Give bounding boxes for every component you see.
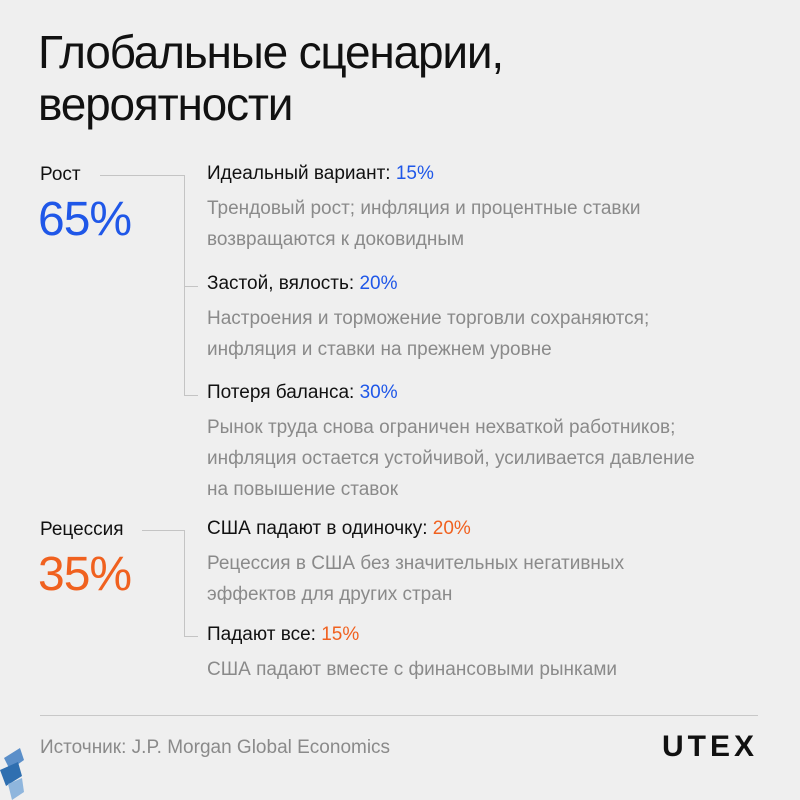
connector-line <box>184 395 198 396</box>
scenario-item: Потеря баланса: 30% Рынок труда снова ог… <box>207 380 767 505</box>
scenario-heading: США падают в одиночку: 20% <box>207 516 767 542</box>
scenario-probability: 15% <box>321 624 360 645</box>
scenario-description: США падают вместе с финансовыми рынками <box>207 654 767 685</box>
description-line: инфляция остается устойчивой, усиливаетс… <box>207 448 695 469</box>
scenario-probability: 20% <box>432 518 471 539</box>
scenario-heading: Застой, вялость: 20% <box>207 271 767 297</box>
scenario-name: Падают все: <box>207 624 316 645</box>
description-line: возвращаются к доковидным <box>207 229 465 250</box>
connector-line <box>100 175 185 176</box>
scenario-item: Застой, вялость: 20% Настроения и тормож… <box>207 271 767 365</box>
description-line: эффектов для других стран <box>207 584 453 605</box>
scenario-name: Потеря баланса: <box>207 382 355 403</box>
page-title: Глобальные сценарии, вероятности <box>38 26 504 130</box>
scenario-probability: 20% <box>359 273 398 294</box>
scenario-item: Падают все: 15% США падают вместе с фина… <box>207 622 767 685</box>
title-line-2: вероятности <box>38 78 293 130</box>
description-line: Трендовый рост; инфляция и процентные ст… <box>207 198 641 219</box>
scenario-description: Рецессия в США без значительных негативн… <box>207 548 767 610</box>
corner-logo-icon <box>0 748 24 800</box>
scenario-probability: 15% <box>395 163 434 184</box>
scenario-item: США падают в одиночку: 20% Рецессия в СШ… <box>207 516 767 610</box>
description-line: Рецессия в США без значительных негативн… <box>207 553 625 574</box>
description-line: США падают вместе с финансовыми рынками <box>207 659 618 680</box>
scenario-name: Застой, вялость: <box>207 273 355 294</box>
recession-percent: 35% <box>38 548 132 601</box>
scenario-description: Рынок труда снова ограничен нехваткой ра… <box>207 412 767 505</box>
title-line-1: Глобальные сценарии, <box>38 26 504 78</box>
description-line: Настроения и торможение торговли сохраня… <box>207 308 650 329</box>
recession-label: Рецессия <box>40 519 124 540</box>
scenario-heading: Идеальный вариант: 15% <box>207 161 767 187</box>
scenario-heading: Потеря баланса: 30% <box>207 380 767 406</box>
description-line: инфляция и ставки на прежнем уровне <box>207 339 552 360</box>
connector-line <box>184 286 198 287</box>
description-line: на повышение ставок <box>207 479 399 500</box>
connector-line <box>184 636 198 637</box>
scenario-heading: Падают все: 15% <box>207 622 767 648</box>
scenario-description: Трендовый рост; инфляция и процентные ст… <box>207 193 767 255</box>
connector-line <box>184 530 185 637</box>
scenario-name: США падают в одиночку: <box>207 518 428 539</box>
scenario-name: Идеальный вариант: <box>207 163 391 184</box>
footer-divider <box>40 715 758 716</box>
scenario-description: Настроения и торможение торговли сохраня… <box>207 303 767 365</box>
source-note: Источник: J.P. Morgan Global Economics <box>40 737 391 758</box>
connector-line <box>142 530 185 531</box>
connector-line <box>184 175 185 396</box>
growth-percent: 65% <box>38 193 132 246</box>
scenario-probability: 30% <box>359 382 398 403</box>
utex-logo: UTEX <box>661 730 758 763</box>
scenario-item: Идеальный вариант: 15% Трендовый рост; и… <box>207 161 767 255</box>
description-line: Рынок труда снова ограничен нехваткой ра… <box>207 417 676 438</box>
growth-label: Рост <box>40 164 81 185</box>
